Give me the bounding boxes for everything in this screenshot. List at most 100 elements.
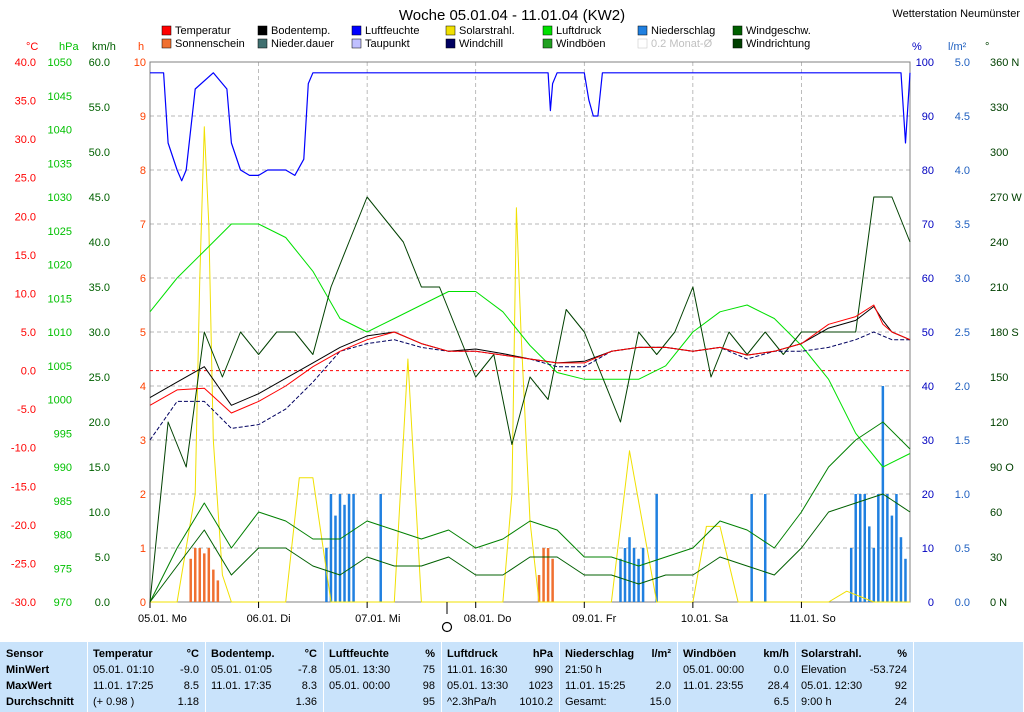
bar-niederschlag: [352, 494, 355, 602]
tick-label-direction: 90 O: [990, 462, 1014, 474]
avg-value: 15.0: [649, 696, 671, 708]
tick-label-percent: 70: [922, 219, 934, 231]
tick-label-hours: 7: [140, 219, 146, 231]
series-solarstrahl.: [150, 126, 910, 603]
stats-panel-windböen: Windböen km/h 05.01. 00:00 0.0 11.01. 23:55 2…: [678, 642, 796, 712]
tick-label-pressure: 980: [54, 530, 72, 542]
legend-label: Windböen: [556, 38, 606, 50]
min-time: 21:50 h: [565, 664, 602, 676]
tick-label-pressure: 995: [54, 428, 72, 440]
series-windgeschw.: [149, 493, 911, 603]
tick-label-pressure: 985: [54, 496, 72, 508]
max-value: 8.3: [301, 680, 317, 692]
tick-label-pressure: 975: [54, 563, 72, 575]
bar-niederschlag: [890, 515, 894, 602]
day-label: 06.01. Di: [247, 613, 291, 625]
bar-niederschlag: [899, 537, 903, 602]
row-label: Durchschnitt: [0, 696, 87, 712]
tick-label-hours: 3: [140, 435, 146, 447]
tick-label-wind: 10.0: [89, 507, 110, 519]
bar-sonnenschein: [216, 580, 220, 602]
bar-niederschlag: [849, 548, 853, 602]
legend-label: Solarstrahl.: [459, 25, 515, 37]
tick-label-direction: 300: [990, 147, 1008, 159]
tick-label-hours: 8: [140, 165, 146, 177]
legend-label: Windrichtung: [746, 38, 810, 50]
tick-label-temp: -15.0: [11, 481, 36, 493]
bar-sonnenschein: [546, 548, 550, 602]
min-time: 05.01. 01:05: [211, 664, 273, 676]
legend-swatch: [542, 25, 553, 36]
bar-niederschlag: [619, 558, 622, 602]
legend-swatch: [161, 25, 172, 36]
legend-swatch: [351, 25, 362, 36]
tick-label-pressure: 970: [54, 597, 72, 609]
panel-avg-row: Gesamt: 15.0: [560, 696, 677, 712]
panel-avg-row: 9:00 h 24: [796, 696, 913, 712]
tick-label-pressure: 1040: [48, 125, 72, 137]
max-value: 1023: [528, 680, 553, 692]
max-value: 28.4: [767, 680, 789, 692]
legend-swatch: [161, 38, 172, 49]
bar-sonnenschein: [198, 548, 202, 602]
bar-sonnenschein: [537, 575, 541, 602]
legend-label: Taupunkt: [365, 38, 410, 50]
tick-label-wind: 40.0: [89, 237, 110, 249]
tick-label-temp: -10.0: [11, 443, 36, 455]
legend-swatch: [257, 25, 268, 36]
legend-label: 0.2 Monat-Ø: [651, 38, 713, 50]
avg-value: 6.5: [773, 696, 789, 708]
bar-sonnenschein: [203, 553, 206, 602]
tick-label-hours: 2: [140, 489, 146, 501]
tick-label-precip: 2.5: [955, 327, 970, 339]
bar-niederschlag: [877, 494, 880, 602]
row-label-text: MinWert: [6, 664, 50, 676]
tick-label-direction: 330: [990, 102, 1008, 114]
series-temperatur: [149, 304, 911, 414]
avg-value: 1.18: [177, 696, 199, 708]
panel-name: Windböen: [683, 648, 737, 660]
stats-panel-solarstrahl.: Solarstrahl.% Elevation -53.724 05.01. 12:3…: [796, 642, 914, 712]
tick-label-precip: 1.0: [955, 489, 970, 501]
tick-label-hours: 1: [140, 543, 146, 555]
series-luftdruck: [149, 223, 911, 468]
bar-niederschlag: [329, 494, 333, 602]
panel-name: Niederschlag: [565, 648, 635, 660]
max-time: 11.01. 15:25: [565, 680, 626, 692]
bar-niederschlag: [904, 558, 907, 602]
weather-chart: Woche 05.01.04 - 11.01.04 (KW2) Wetterst…: [11, 7, 1022, 633]
tick-label-direction: 60: [990, 507, 1002, 519]
tick-label-temp: 10.0: [15, 288, 36, 300]
panel-min-row: 11.01. 16:30 990: [442, 664, 559, 680]
day-label: 09.01. Fr: [572, 613, 616, 625]
bar-sonnenschein: [193, 548, 197, 602]
tick-label-precip: 4.5: [955, 111, 970, 123]
bar-niederschlag: [854, 494, 857, 602]
panel-unit: km/h: [763, 648, 789, 660]
tick-label-direction: 270 W: [990, 192, 1022, 204]
max-value: 8.5: [183, 680, 199, 692]
bar-niederschlag: [886, 494, 889, 602]
panel-avg-row: (+ 0.98 ) 1.18: [88, 696, 205, 712]
tick-label-precip: 0.0: [955, 597, 970, 609]
plot-area: [149, 61, 911, 603]
series-windchill: [149, 331, 910, 441]
tick-label-temp: -25.0: [11, 558, 36, 570]
bar-sonnenschein: [551, 558, 554, 602]
max-time: 11.01. 17:25: [93, 680, 154, 692]
panel-header: Niederschlag l/m²: [560, 648, 677, 664]
tick-label-percent: 60: [922, 273, 934, 285]
bar-niederschlag: [763, 494, 767, 602]
tick-label-temp: -5.0: [17, 404, 36, 416]
max-value: 98: [422, 680, 435, 692]
bar-niederschlag: [637, 558, 640, 602]
tick-label-direction: 240: [990, 237, 1008, 249]
tick-label-direction: 210: [990, 282, 1008, 294]
tick-label-temp: 0.0: [21, 366, 36, 378]
tick-label-pressure: 1000: [48, 395, 72, 407]
legend-swatch: [351, 38, 362, 49]
panel-header: Windböen km/h: [678, 648, 795, 664]
tick-label-direction: 30: [990, 552, 1002, 564]
tick-label-percent: 20: [922, 489, 934, 501]
